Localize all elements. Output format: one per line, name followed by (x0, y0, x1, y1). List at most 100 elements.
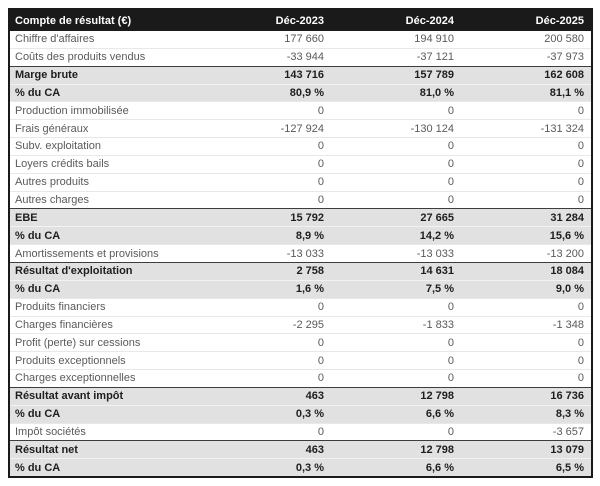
row-label: % du CA (15, 283, 61, 296)
row-value: 81,1 % (549, 86, 584, 99)
row-value: 31 284 (550, 211, 584, 224)
row-value: 0 (577, 301, 584, 314)
row-label: Charges financières (15, 318, 113, 331)
column-header-dec-2024: Déc-2024 (405, 14, 454, 27)
table-row: Frais généraux -127 924 -130 124 -131 324 (10, 119, 591, 138)
row-value: 0 (447, 194, 454, 207)
table-row: Résultat avant impôt 463 12 798 16 736 (10, 386, 591, 405)
row-label: Marge brute (15, 69, 78, 82)
table-row: Autres charges 0 0 0 (10, 190, 591, 209)
row-label: Résultat net (15, 443, 78, 456)
row-value: 8,3 % (555, 408, 584, 421)
row-value: 6,6 % (425, 461, 454, 474)
row-value: 0 (317, 301, 324, 314)
row-label: Amortissements et provisions (15, 247, 159, 260)
table-row: Résultat net 463 12 798 13 079 (10, 440, 591, 459)
row-value: 0 (317, 354, 324, 367)
row-value: 0 (317, 176, 324, 189)
row-value: 13 079 (550, 443, 584, 456)
row-value: 194 910 (414, 33, 454, 46)
row-label: Résultat d'exploitation (15, 265, 133, 278)
table-row: Charges exceptionnelles 0 0 0 (10, 369, 591, 387)
row-value: 0 (317, 194, 324, 207)
row-value: -131 324 (540, 122, 584, 135)
row-value: 18 084 (550, 265, 584, 278)
table-row: Marge brute 143 716 157 789 162 608 (10, 65, 591, 84)
row-value: 0 (577, 158, 584, 171)
row-value: 6,6 % (425, 408, 454, 421)
row-label: Résultat avant impôt (15, 390, 124, 403)
row-value: 463 (305, 390, 324, 403)
row-value: 15 792 (290, 211, 324, 224)
column-header-dec-2025: Déc-2025 (535, 14, 584, 27)
table-header-row: Compte de résultat (€) Déc-2023 Déc-2024… (10, 10, 591, 31)
row-value: 0 (317, 104, 324, 117)
row-value: 463 (305, 443, 324, 456)
table-row: % du CA 80,9 % 81,0 % 81,1 % (10, 83, 591, 102)
row-value: 0 (577, 372, 584, 385)
table-row: Produits financiers 0 0 0 (10, 297, 591, 316)
row-value: -1 348 (552, 318, 584, 331)
row-label: % du CA (15, 86, 61, 99)
row-label: Loyers crédits bails (15, 158, 110, 171)
table-body: Chiffre d'affaires 177 660 194 910 200 580 C… (10, 31, 591, 477)
row-value: 14 631 (420, 265, 454, 278)
row-value: -13 033 (286, 247, 324, 260)
table-row: Coûts des produits vendus -33 944 -37 121 -… (10, 47, 591, 66)
table-row: Amortissements et provisions -13 033 -13 0… (10, 244, 591, 262)
row-label: Produits financiers (15, 301, 106, 314)
row-value: 0 (577, 140, 584, 153)
row-value: 0 (447, 301, 454, 314)
table-row: Impôt sociétés 0 0 -3 657 (10, 422, 591, 441)
row-value: 9,0 % (555, 283, 584, 296)
row-value: 12 798 (420, 390, 454, 403)
row-value: 0 (447, 354, 454, 367)
row-label: Coûts des produits vendus (15, 51, 146, 64)
table-row: EBE 15 792 27 665 31 284 (10, 208, 591, 227)
row-label: Frais généraux (15, 122, 89, 135)
table-row: % du CA 1,6 % 7,5 % 9,0 % (10, 279, 591, 298)
row-value: 16 736 (550, 390, 584, 403)
row-label: Autres produits (15, 176, 89, 189)
row-value: 0 (317, 140, 324, 153)
row-value: -33 944 (286, 51, 324, 64)
row-value: -37 121 (416, 51, 454, 64)
row-value: 1,6 % (295, 283, 324, 296)
row-value: -130 124 (410, 122, 454, 135)
table-row: Profit (perte) sur cessions 0 0 0 (10, 333, 591, 352)
column-header-dec-2023: Déc-2023 (275, 14, 324, 27)
table-row: Loyers crédits bails 0 0 0 (10, 154, 591, 173)
row-value: 2 758 (296, 265, 324, 278)
table-row: Chiffre d'affaires 177 660 194 910 200 580 (10, 31, 591, 48)
row-value: -3 657 (552, 425, 584, 438)
row-value: 0 (447, 372, 454, 385)
row-value: 6,5 % (555, 461, 584, 474)
row-value: 0 (317, 372, 324, 385)
row-label: Chiffre d'affaires (15, 33, 95, 46)
row-label: Autres charges (15, 194, 89, 207)
row-value: 0 (577, 336, 584, 349)
table-row: Résultat d'exploitation 2 758 14 631 18 084 (10, 261, 591, 280)
row-value: 0 (317, 336, 324, 349)
row-label: Impôt sociétés (15, 425, 86, 438)
row-value: -2 295 (292, 318, 324, 331)
row-value: 15,6 % (549, 229, 584, 242)
row-label: % du CA (15, 408, 61, 421)
table-row: Autres produits 0 0 0 (10, 172, 591, 191)
row-label: Charges exceptionnelles (15, 372, 136, 385)
table-row: Charges financières -2 295 -1 833 -1 348 (10, 315, 591, 334)
row-value: 177 660 (284, 33, 324, 46)
row-value: 0 (447, 140, 454, 153)
row-label: Subv. exploitation (15, 140, 102, 153)
table-row: % du CA 0,3 % 6,6 % 6,5 % (10, 458, 591, 477)
row-value: 7,5 % (425, 283, 454, 296)
table-row: % du CA 0,3 % 6,6 % 8,3 % (10, 404, 591, 423)
row-label: Profit (perte) sur cessions (15, 336, 141, 349)
row-value: -127 924 (280, 122, 324, 135)
row-value: 0 (447, 336, 454, 349)
row-value: 80,9 % (289, 86, 324, 99)
row-value: 14,2 % (419, 229, 454, 242)
row-label: Production immobilisée (15, 104, 129, 117)
row-value: -37 973 (546, 51, 584, 64)
table-row: Subv. exploitation 0 0 0 (10, 137, 591, 155)
